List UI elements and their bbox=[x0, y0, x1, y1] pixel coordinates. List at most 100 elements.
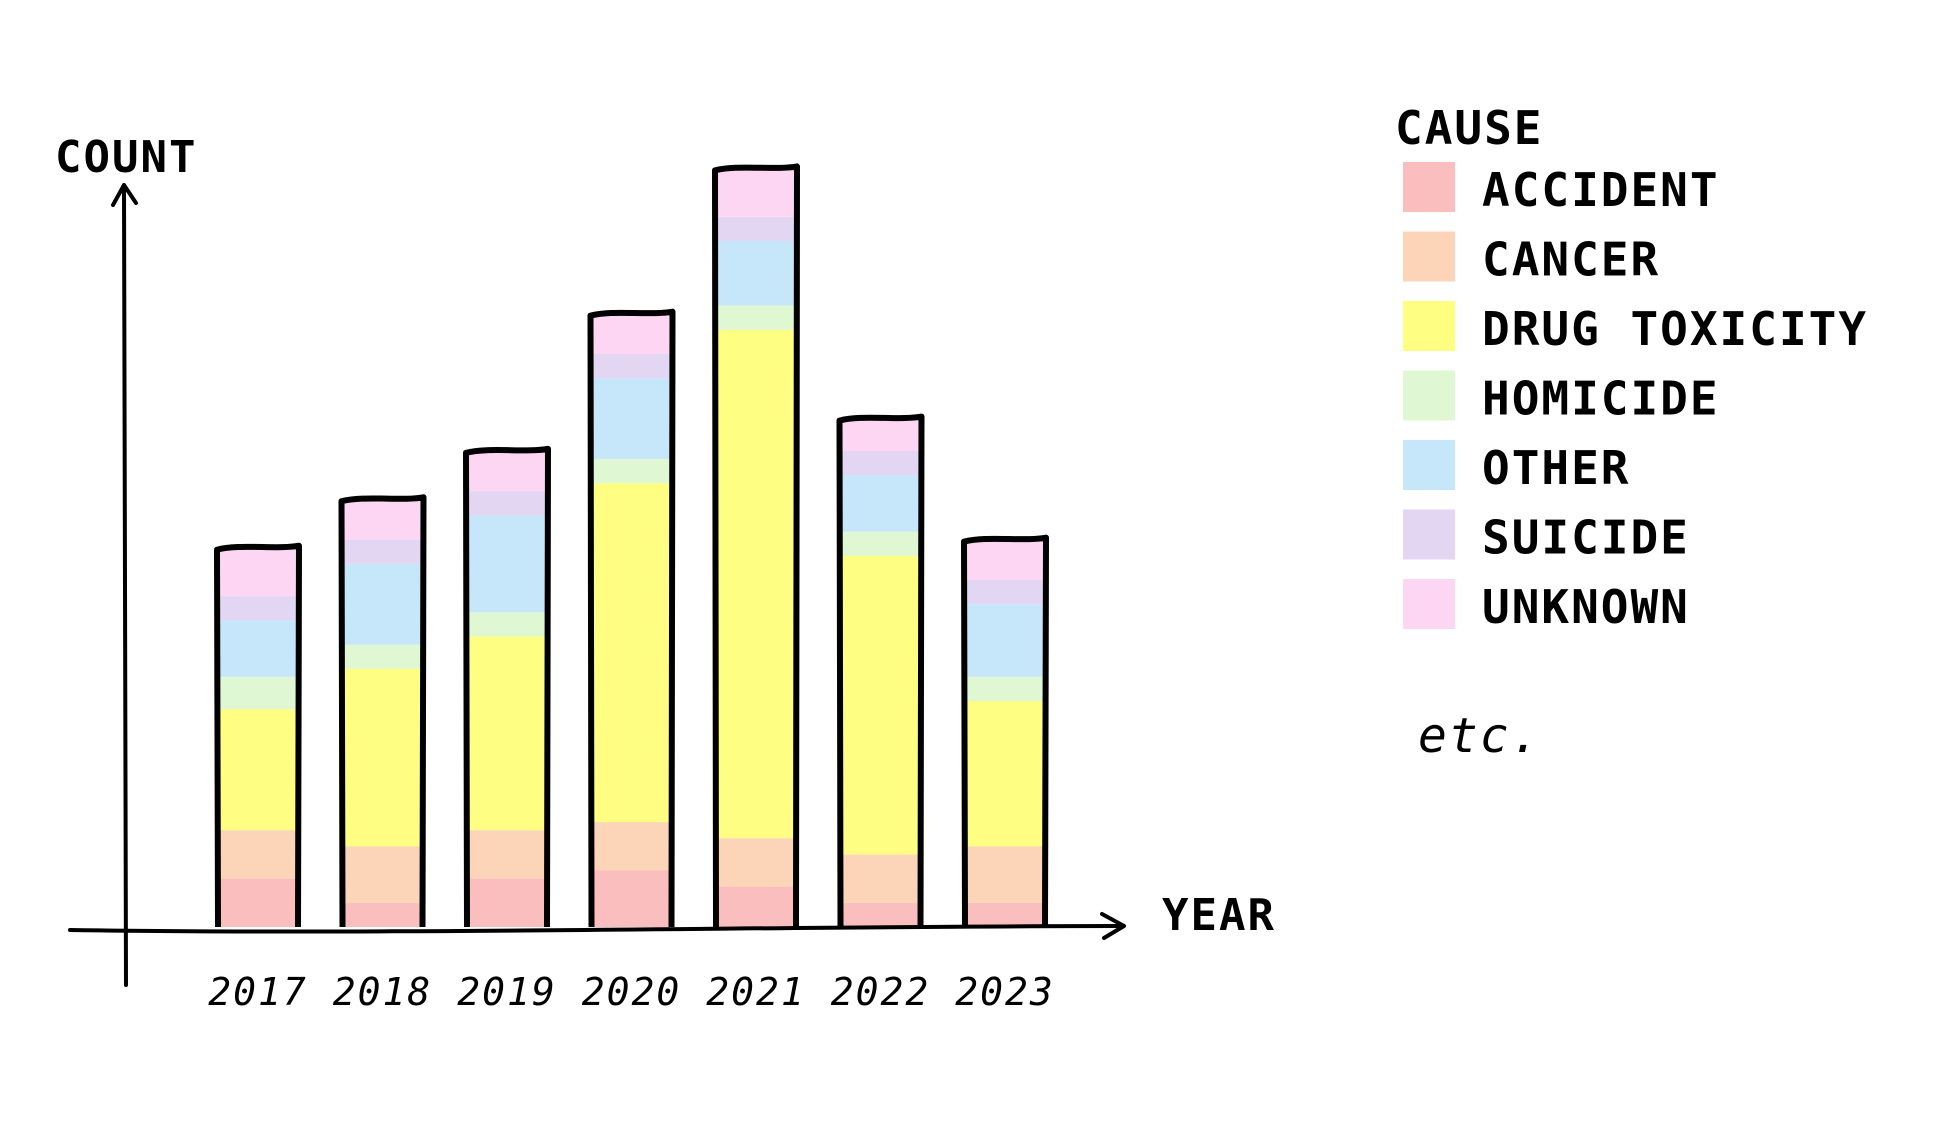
bar-segment-drug-toxicity-2019 bbox=[467, 636, 547, 831]
bar-segment-cancer-2022 bbox=[840, 854, 921, 903]
bar-2019 bbox=[463, 445, 551, 928]
bar-segment-suicide-2020 bbox=[591, 354, 672, 379]
bar-2017 bbox=[214, 542, 302, 928]
bar-outline-2017 bbox=[214, 542, 302, 928]
y-axis-line bbox=[121, 186, 128, 987]
bar-2023 bbox=[961, 534, 1049, 928]
bar-segment-suicide-2022 bbox=[840, 450, 921, 476]
bar-outline-2021 bbox=[712, 163, 800, 928]
bar-segment-other-2018 bbox=[342, 563, 423, 645]
bar-2021 bbox=[712, 163, 800, 928]
bar-segment-drug-toxicity-2022 bbox=[840, 555, 921, 855]
bar-segment-accident-2021 bbox=[716, 886, 796, 927]
bar-segment-homicide-2021 bbox=[716, 305, 796, 330]
x-tick-label-2021: 2021 bbox=[706, 970, 806, 1014]
bar-segment-cancer-2023 bbox=[965, 846, 1045, 903]
bar-segment-other-2019 bbox=[467, 515, 547, 613]
bar-segment-cancer-2017 bbox=[218, 830, 298, 879]
bar-segment-unknown-2019 bbox=[467, 450, 547, 492]
bar-segment-cancer-2021 bbox=[716, 838, 796, 887]
bar-segment-other-2022 bbox=[840, 475, 921, 532]
legend-note: etc. bbox=[1418, 708, 1542, 764]
bar-segment-other-2021 bbox=[716, 241, 796, 306]
x-tick-label-2019: 2019 bbox=[457, 970, 557, 1014]
bar-outline-2023 bbox=[961, 534, 1049, 928]
x-axis-title: YEAR bbox=[1162, 890, 1276, 941]
legend-swatch bbox=[1403, 579, 1455, 629]
legend-label: SUICIDE bbox=[1482, 511, 1690, 565]
bar-segment-accident-2020 bbox=[591, 870, 672, 927]
legend-item-accident: ACCIDENT bbox=[1403, 162, 1720, 217]
bar-segment-homicide-2017 bbox=[218, 676, 298, 710]
bar-segment-homicide-2023 bbox=[965, 676, 1045, 702]
bar-outline-2020 bbox=[587, 308, 676, 928]
y-axis-title: COUNT bbox=[55, 132, 197, 183]
legend-label: OTHER bbox=[1482, 441, 1630, 495]
x-tick-label-2023: 2023 bbox=[955, 970, 1055, 1014]
legend-item-cancer: CANCER bbox=[1403, 231, 1660, 287]
bar-segment-accident-2022 bbox=[840, 902, 921, 927]
bar-segment-cancer-2019 bbox=[467, 830, 547, 879]
bar-segment-accident-2019 bbox=[467, 878, 547, 927]
bar-segment-suicide-2019 bbox=[467, 491, 547, 516]
legend-swatch bbox=[1403, 440, 1455, 490]
x-axis-line bbox=[68, 924, 1122, 934]
legend-label: UNKNOWN bbox=[1482, 580, 1690, 634]
bar-segment-suicide-2021 bbox=[716, 216, 796, 242]
x-tick-label-2022: 2022 bbox=[831, 970, 931, 1014]
bar-2020 bbox=[587, 308, 676, 928]
x-tick-label-2020: 2020 bbox=[582, 970, 682, 1014]
x-axis-arrowhead bbox=[1100, 912, 1126, 940]
bars-group bbox=[214, 163, 1049, 928]
bar-segment-other-2020 bbox=[591, 378, 672, 459]
bar-segment-unknown-2023 bbox=[965, 539, 1045, 580]
legend-swatch bbox=[1403, 231, 1455, 282]
legend-swatch bbox=[1403, 509, 1455, 560]
bar-2022 bbox=[836, 413, 925, 928]
x-tick-label-2017: 2017 bbox=[208, 970, 308, 1014]
bar-segment-drug-toxicity-2023 bbox=[965, 701, 1045, 847]
bar-segment-drug-toxicity-2018 bbox=[342, 668, 423, 847]
bar-segment-cancer-2020 bbox=[591, 822, 672, 871]
bar-segment-unknown-2022 bbox=[840, 418, 921, 451]
x-tick-labels: 2017 2018 2019 2020 2021 2022 2023 bbox=[208, 970, 1055, 1014]
legend-items: ACCIDENT CANCER DRUG TOXICITY HOMICIDE OTHER… bbox=[1403, 162, 1868, 634]
legend-label: ACCIDENT bbox=[1482, 163, 1720, 217]
legend-item-unknown: UNKNOWN bbox=[1403, 579, 1690, 634]
bar-outline-2019 bbox=[463, 445, 551, 928]
bar-segment-unknown-2021 bbox=[716, 168, 796, 217]
bar-segment-drug-toxicity-2020 bbox=[591, 483, 672, 823]
legend-label: DRUG TOXICITY bbox=[1482, 302, 1868, 356]
bar-segment-unknown-2017 bbox=[218, 547, 298, 597]
legend-swatch bbox=[1403, 162, 1455, 212]
bar-segment-accident-2023 bbox=[965, 902, 1045, 927]
bar-segment-unknown-2020 bbox=[591, 313, 672, 355]
bar-outline-2022 bbox=[836, 413, 925, 928]
bar-segment-homicide-2020 bbox=[591, 458, 672, 484]
legend-swatch bbox=[1403, 370, 1455, 421]
bar-segment-unknown-2018 bbox=[342, 499, 423, 540]
bar-outline-2018 bbox=[338, 494, 427, 928]
bar-segment-other-2023 bbox=[965, 604, 1045, 677]
legend-swatch bbox=[1403, 301, 1455, 351]
bar-segment-suicide-2017 bbox=[218, 596, 298, 621]
legend-item-homicide: HOMICIDE bbox=[1403, 370, 1720, 426]
axes-group: COUNT YEAR bbox=[55, 132, 1276, 987]
bar-segment-homicide-2019 bbox=[467, 612, 547, 637]
bar-segment-drug-toxicity-2021 bbox=[716, 329, 796, 839]
legend-label: CANCER bbox=[1482, 233, 1660, 287]
bar-2018 bbox=[338, 494, 427, 928]
bar-segment-accident-2017 bbox=[218, 878, 298, 927]
bar-segment-suicide-2018 bbox=[342, 539, 423, 564]
legend-title: CAUSE bbox=[1395, 101, 1543, 155]
legend-label: HOMICIDE bbox=[1482, 372, 1720, 426]
bar-segment-homicide-2018 bbox=[342, 644, 423, 669]
bar-segment-drug-toxicity-2017 bbox=[218, 709, 298, 831]
bar-segment-homicide-2022 bbox=[840, 531, 921, 556]
x-tick-label-2018: 2018 bbox=[333, 970, 433, 1014]
bar-segment-cancer-2018 bbox=[342, 846, 423, 903]
legend: CAUSE ACCIDENT CANCER DRUG TOXICITY HOMICID… bbox=[1395, 101, 1868, 764]
bar-segment-accident-2018 bbox=[342, 902, 423, 927]
legend-item-other: OTHER bbox=[1403, 440, 1630, 495]
